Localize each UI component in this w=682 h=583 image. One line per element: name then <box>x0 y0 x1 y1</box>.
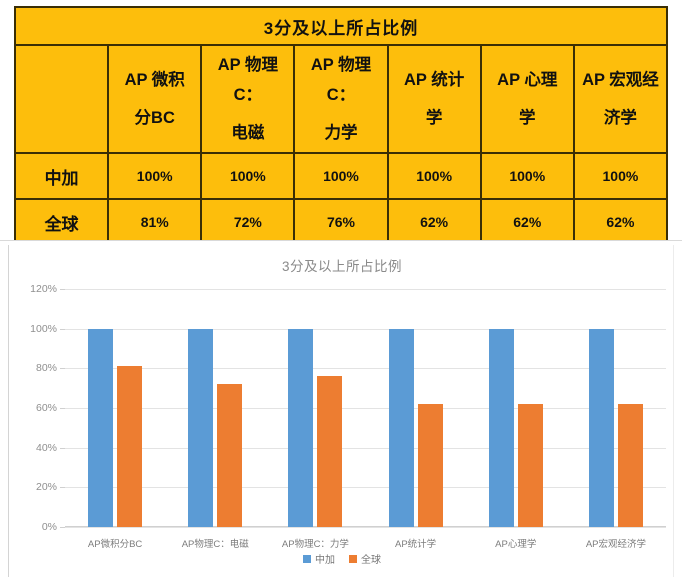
row-header-1: 全球 <box>13 198 110 246</box>
col-header-line2: 济学 <box>603 109 637 127</box>
col-header-line2: 力学 <box>324 124 358 142</box>
table-col-header-3: AP 统计 学 <box>386 44 482 154</box>
legend-item-中加[interactable]: 中加 <box>303 551 335 566</box>
score-table: 3分及以上所占比例 AP 微积 分BC AP 物理C： 电磁 AP 物理C： 力… <box>13 6 669 246</box>
col-header-line1: AP 微积 <box>124 71 185 89</box>
table-title-row: 3分及以上所占比例 <box>14 6 668 46</box>
cell-r0c1: 100% <box>200 152 296 200</box>
x-axis-tick-label: AP宏观经济学 <box>585 539 647 550</box>
x-axis-tick-label: AP物理C：电磁 <box>181 539 249 550</box>
table-col-header-2: AP 物理C： 力学 <box>293 44 389 154</box>
gridline <box>65 487 666 489</box>
table-corner-cell <box>13 44 110 154</box>
gridline <box>65 447 666 449</box>
bar-group: AP微积分BC <box>65 289 165 550</box>
cell-r1c1: 72% <box>200 198 296 246</box>
bar-group: AP宏观经济学 <box>566 289 666 550</box>
y-axis-tick-mark <box>60 447 65 449</box>
table-col-header-5: AP 宏观经 济学 <box>572 44 669 154</box>
legend-swatch-icon <box>349 554 357 563</box>
legend-swatch-icon <box>303 554 311 563</box>
y-axis-tick-label: 120% <box>30 283 57 295</box>
bar-全球-AP物理C：力学[interactable] <box>317 376 343 527</box>
y-axis-tick-label: 20% <box>35 481 57 494</box>
bar-group: AP物理C：力学 <box>265 289 365 550</box>
cell-r1c2: 76% <box>293 198 389 246</box>
y-axis-tick-label: 100% <box>30 322 57 335</box>
y-axis-tick-label: 60% <box>35 402 57 414</box>
bar-中加-AP统计学[interactable] <box>388 328 414 527</box>
row-header-0: 中加 <box>13 152 110 200</box>
table-col-header-1: AP 物理C： 电磁 <box>200 44 296 154</box>
y-axis-tick-mark <box>60 328 65 330</box>
cell-r0c3: 100% <box>386 152 482 200</box>
y-axis-tick-mark <box>60 408 65 409</box>
bar-group: AP统计学 <box>366 289 466 550</box>
y-axis-tick-mark <box>60 527 65 528</box>
bar-全球-AP宏观经济学[interactable] <box>617 404 643 527</box>
chart-legend: 中加 全球 <box>9 551 675 566</box>
x-axis-line <box>65 526 666 527</box>
bar-中加-AP宏观经济学[interactable] <box>588 328 614 527</box>
col-header-line1: AP 物理C： <box>310 56 372 104</box>
col-header-line2: 学 <box>519 109 536 127</box>
bar-中加-AP物理C：力学[interactable] <box>288 328 314 527</box>
y-axis-tick-label: 40% <box>35 441 57 454</box>
cell-r0c5: 100% <box>572 152 669 200</box>
col-header-line2: 分BC <box>134 109 175 127</box>
cell-r0c4: 100% <box>479 152 575 200</box>
y-axis-tick-mark <box>60 487 65 489</box>
cell-r0c2: 100% <box>293 152 389 200</box>
bar-group: AP物理C：电磁 <box>165 289 265 550</box>
bar-全球-AP物理C：电磁[interactable] <box>217 384 243 527</box>
y-axis-tick-mark <box>60 289 65 290</box>
gridline <box>65 527 666 528</box>
score-table-section: 3分及以上所占比例 AP 微积 分BC AP 物理C： 电磁 AP 物理C： 力… <box>0 0 682 246</box>
bar-中加-AP物理C：电磁[interactable] <box>188 328 214 527</box>
legend-label: 全球 <box>361 555 381 566</box>
chart-frame: 3分及以上所占比例 0% 20% 40% 60% 80% 100% 120% AP微积分BC A… <box>8 245 674 577</box>
bar-全球-AP心理学[interactable] <box>517 404 543 527</box>
col-header-line2: 学 <box>425 109 443 127</box>
col-header-line1: AP 统计 <box>404 71 465 89</box>
bar-chart-section: 3分及以上所占比例 0% 20% 40% 60% 80% 100% 120% AP微积分BC A… <box>0 240 682 583</box>
gridline <box>65 328 666 330</box>
bar-全球-AP微积分BC[interactable] <box>117 366 143 527</box>
col-header-line2: 电磁 <box>231 124 265 142</box>
table-row: 全球 81% 72% 76% 62% 62% 62% <box>13 198 669 246</box>
col-header-line1: AP 物理C： <box>217 56 278 104</box>
y-axis-tick-mark <box>60 368 65 370</box>
legend-label: 中加 <box>315 555 335 566</box>
x-axis-tick-label: AP心理学 <box>495 539 537 550</box>
y-axis-tick-label: 0% <box>41 521 57 533</box>
gridline <box>65 289 666 290</box>
x-axis-tick-label: AP统计学 <box>395 539 437 550</box>
table-header-row: AP 微积 分BC AP 物理C： 电磁 AP 物理C： 力学 AP 统计 学 … <box>13 44 669 154</box>
chart-plot-area: 0% 20% 40% 60% 80% 100% 120% AP微积分BC AP物理C：电磁 AP物… <box>30 283 666 550</box>
bar-全球-AP统计学[interactable] <box>417 404 443 527</box>
y-axis-tick-label: 80% <box>35 362 57 375</box>
col-header-line1: AP 宏观经 <box>582 71 659 89</box>
table-row: 中加 100% 100% 100% 100% 100% 100% <box>13 152 669 200</box>
table-col-header-4: AP 心理 学 <box>479 44 575 154</box>
table-col-header-0: AP 微积 分BC <box>107 44 203 154</box>
col-header-line1: AP 心理 <box>497 71 558 89</box>
cell-r1c5: 62% <box>572 198 669 246</box>
bar-中加-AP微积分BC[interactable] <box>88 328 114 527</box>
cell-r1c0: 81% <box>107 198 203 246</box>
x-axis-tick-label: AP微积分BC <box>87 539 143 550</box>
x-axis-tick-label: AP物理C：力学 <box>281 539 349 550</box>
bar-group: AP心理学 <box>466 289 566 550</box>
cell-r1c4: 62% <box>479 198 575 246</box>
bar-中加-AP心理学[interactable] <box>488 328 514 527</box>
table-title: 3分及以上所占比例 <box>14 6 668 46</box>
legend-item-全球[interactable]: 全球 <box>349 551 381 566</box>
cell-r0c0: 100% <box>107 152 203 200</box>
gridline <box>65 368 666 370</box>
cell-r1c3: 62% <box>386 198 482 246</box>
gridline <box>65 408 666 409</box>
chart-title: 3分及以上所占比例 <box>281 259 402 274</box>
